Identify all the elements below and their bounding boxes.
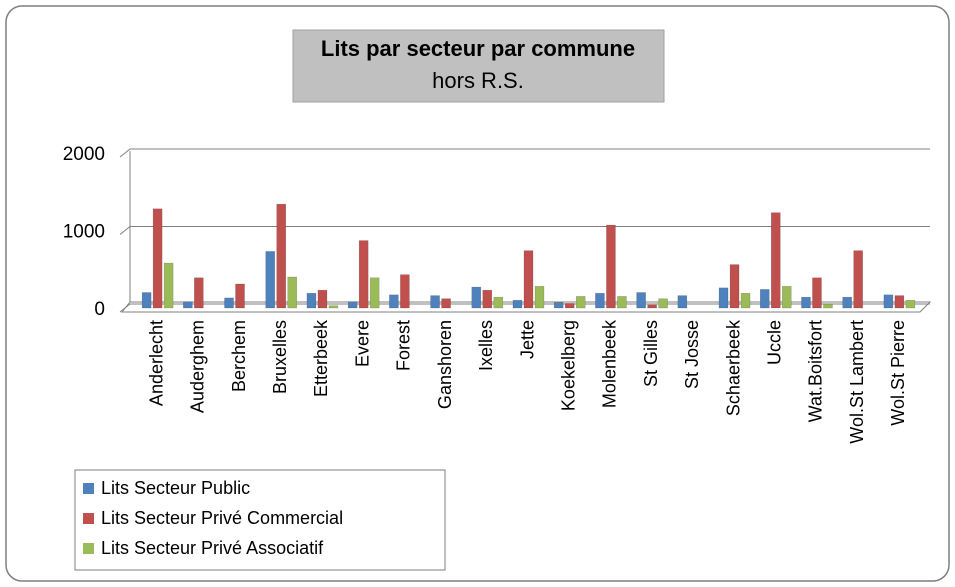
x-tick-label: Berchem xyxy=(229,320,249,392)
grid-line xyxy=(119,226,930,235)
bar xyxy=(771,212,781,309)
bar xyxy=(853,250,863,309)
bar xyxy=(512,300,523,309)
bar xyxy=(152,208,163,309)
bar xyxy=(658,298,668,309)
legend-swatch xyxy=(83,513,94,524)
bar xyxy=(389,294,399,309)
bar xyxy=(347,301,358,309)
bar xyxy=(358,240,369,309)
x-tick-label: Evere xyxy=(352,320,372,367)
bar xyxy=(306,293,317,309)
x-tick-label: Koekelberg xyxy=(558,320,578,411)
x-tick-label: Molenbeek xyxy=(600,319,620,408)
bar xyxy=(141,292,152,309)
bar xyxy=(441,298,451,309)
x-tick-label: Anderlecht xyxy=(146,320,166,406)
bar xyxy=(842,296,852,309)
bar xyxy=(595,293,605,309)
x-tick-label: Uccle xyxy=(765,320,785,365)
x-tick-label: Bruxelles xyxy=(270,320,290,394)
x-tick-label: St Josse xyxy=(682,320,702,389)
bar xyxy=(740,293,751,309)
grid-line xyxy=(119,148,930,158)
bar xyxy=(328,305,339,309)
x-tick-label: Wol.St Lambert xyxy=(847,320,867,444)
bar xyxy=(224,297,234,309)
chart-title: Lits par secteur par commune xyxy=(321,36,635,61)
bar xyxy=(617,296,627,309)
bar xyxy=(647,304,657,309)
bar xyxy=(194,277,204,309)
bar xyxy=(677,295,688,309)
bar xyxy=(523,250,534,309)
x-tick-label: St Gilles xyxy=(641,320,661,387)
bar xyxy=(812,277,822,309)
bar xyxy=(782,286,792,309)
y-tick-label: 1000 xyxy=(63,222,105,243)
y-tick-label: 0 xyxy=(94,299,105,320)
x-tick-label: Schaerbeek xyxy=(723,319,743,416)
bar xyxy=(729,264,740,309)
bar xyxy=(575,296,586,309)
bar xyxy=(493,296,504,309)
bar xyxy=(905,300,916,309)
bar xyxy=(564,303,575,309)
y-tick-label: 2000 xyxy=(63,144,105,165)
bar xyxy=(534,286,545,309)
bar xyxy=(369,277,380,309)
bar xyxy=(760,289,770,309)
legend-swatch xyxy=(83,543,94,554)
x-tick-label: Jette xyxy=(517,320,537,359)
bar xyxy=(482,289,493,309)
legend-label: Lits Secteur Privé Associatif xyxy=(101,538,324,558)
bar xyxy=(636,292,646,309)
bar xyxy=(823,303,833,309)
x-tick-label: Ixelles xyxy=(476,320,496,371)
x-tick-label: Auderghem xyxy=(188,320,208,413)
bar xyxy=(183,301,193,309)
bar xyxy=(553,302,564,309)
legend-label: Lits Secteur Public xyxy=(101,478,250,498)
bar xyxy=(163,262,174,309)
x-tick-label: Etterbeek xyxy=(311,319,331,397)
bar xyxy=(471,286,482,309)
bar xyxy=(883,294,894,309)
chart-subtitle: hors R.S. xyxy=(432,68,524,93)
legend-swatch xyxy=(83,483,94,494)
x-tick-label: Forest xyxy=(394,320,414,371)
x-tick-label: Wat.Boitsfort xyxy=(806,320,826,422)
bar xyxy=(894,295,905,309)
bar xyxy=(276,203,286,309)
title-box xyxy=(292,29,665,103)
legend-box xyxy=(74,469,446,571)
x-tick-label: Wol.St Pierre xyxy=(888,320,908,426)
bar xyxy=(287,276,297,309)
bar xyxy=(718,287,729,309)
bar xyxy=(430,295,440,309)
bar xyxy=(317,289,328,309)
bar xyxy=(235,283,245,309)
bar xyxy=(606,224,616,309)
x-tick-label: Ganshoren xyxy=(435,320,455,409)
bar xyxy=(400,274,410,309)
legend-label: Lits Secteur Privé Commercial xyxy=(101,508,343,528)
bar xyxy=(265,251,275,309)
bar xyxy=(801,296,811,309)
